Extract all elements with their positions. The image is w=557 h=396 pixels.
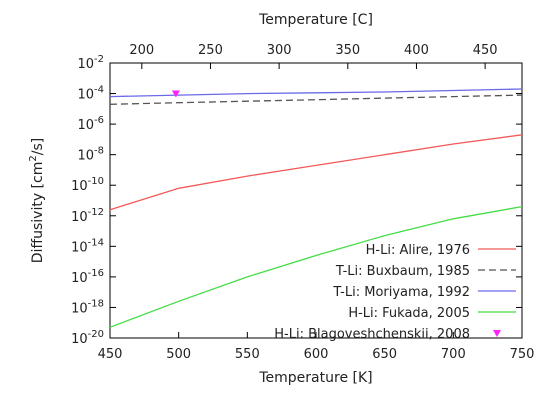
x2-tick-label: 450 xyxy=(473,43,498,58)
legend-label: H-Li: Blagoveshchenskii, 2008 xyxy=(274,327,470,342)
x2-tick-label: 400 xyxy=(404,43,429,58)
y-tick-label: 10-18 xyxy=(71,298,104,316)
x-tick-label: 550 xyxy=(235,347,260,362)
x2-axis-title: Temperature [C] xyxy=(258,12,373,28)
y-tick-label: 10-10 xyxy=(71,176,104,194)
series-marker xyxy=(171,90,180,98)
legend-label: H-Li: Fukada, 2005 xyxy=(348,306,470,321)
series-line xyxy=(109,94,523,105)
x-tick-label: 750 xyxy=(510,347,535,362)
x2-tick-label: 200 xyxy=(129,43,154,58)
y-tick-label: 10-20 xyxy=(71,329,104,347)
x2-tick-label: 250 xyxy=(198,43,223,58)
legend-label: T-Li: Moriyama, 1992 xyxy=(332,285,470,300)
series-line xyxy=(109,205,523,328)
x-tick-label: 500 xyxy=(166,347,191,362)
x-tick-label: 600 xyxy=(304,347,329,362)
y-tick-label: 10-2 xyxy=(77,54,104,72)
y-tick-label: 10-14 xyxy=(71,237,104,255)
series-group xyxy=(109,88,523,328)
legend-label: T-Li: Buxbaum, 1985 xyxy=(335,264,470,279)
x2-tick-label: 350 xyxy=(335,43,360,58)
y-tick-label: 10-4 xyxy=(77,85,104,103)
y-tick-label: 10-12 xyxy=(71,207,104,225)
x-tick-label: 650 xyxy=(372,347,397,362)
ticks-group xyxy=(109,62,523,339)
y-tick-label: 10-16 xyxy=(71,268,104,286)
series-line xyxy=(109,134,523,211)
y-tick-label: 10-6 xyxy=(77,115,104,133)
y-axis-title: Diffusivity [cm2/s] xyxy=(28,138,46,263)
legend-label: H-Li: Alire, 1976 xyxy=(366,243,470,258)
y-tick-label: 10-8 xyxy=(77,146,104,164)
x-axis-title: Temperature [K] xyxy=(258,370,372,386)
x2-tick-label: 300 xyxy=(267,43,292,58)
legend: H-Li: Alire, 1976 T-Li: Buxbaum, 1985 T-Li… xyxy=(274,243,516,342)
series-line xyxy=(109,88,523,98)
x-tick-label: 700 xyxy=(441,347,466,362)
x-tick-label: 450 xyxy=(98,347,123,362)
legend-marker xyxy=(493,330,501,337)
